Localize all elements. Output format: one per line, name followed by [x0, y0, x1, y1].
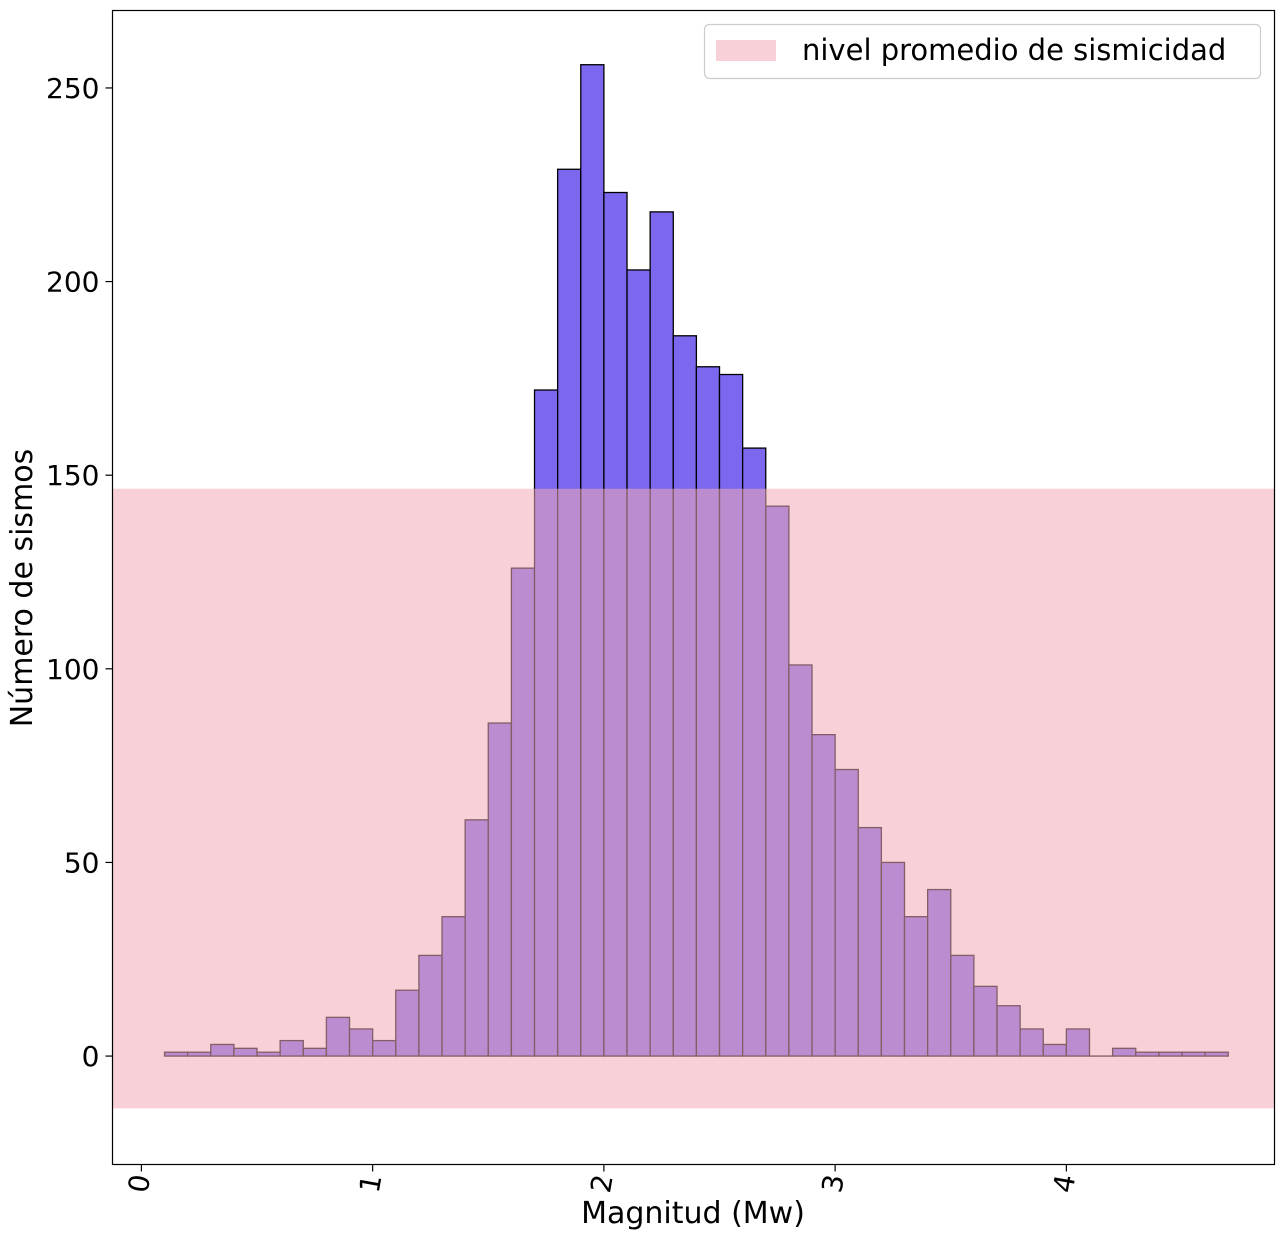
x-tick-label: 0 [122, 1172, 158, 1195]
x-tick-label: 1 [353, 1172, 389, 1195]
legend-box [703, 23, 1262, 80]
band-layer [112, 488, 1275, 1109]
legend-entry-label: nivel promedio de sismicidad [802, 33, 1226, 67]
legend: nivel promedio de sismicidad [703, 23, 1262, 80]
y-tick-label: 150 [46, 459, 99, 492]
x-axis-label: Magnitud (Mw) [581, 1196, 805, 1231]
x-tick-label: 3 [815, 1172, 851, 1195]
y-axis: 0 50 100 150 200 250 [46, 72, 113, 1073]
y-axis-label: Número de sismos [5, 449, 40, 728]
x-axis: 0 1 2 3 4 [122, 1164, 1083, 1195]
plot-frame [111, 9, 1276, 1166]
y-tick-label: 0 [82, 1040, 100, 1073]
legend-swatch [716, 40, 776, 61]
y-tick-label: 100 [46, 653, 99, 686]
seismicity-band [112, 488, 1275, 1109]
x-tick-label: 2 [584, 1172, 620, 1195]
y-tick-label: 250 [46, 72, 99, 105]
y-tick-label: 200 [46, 266, 99, 299]
x-tick-label: 4 [1047, 1172, 1083, 1195]
y-tick-label: 50 [64, 846, 100, 879]
